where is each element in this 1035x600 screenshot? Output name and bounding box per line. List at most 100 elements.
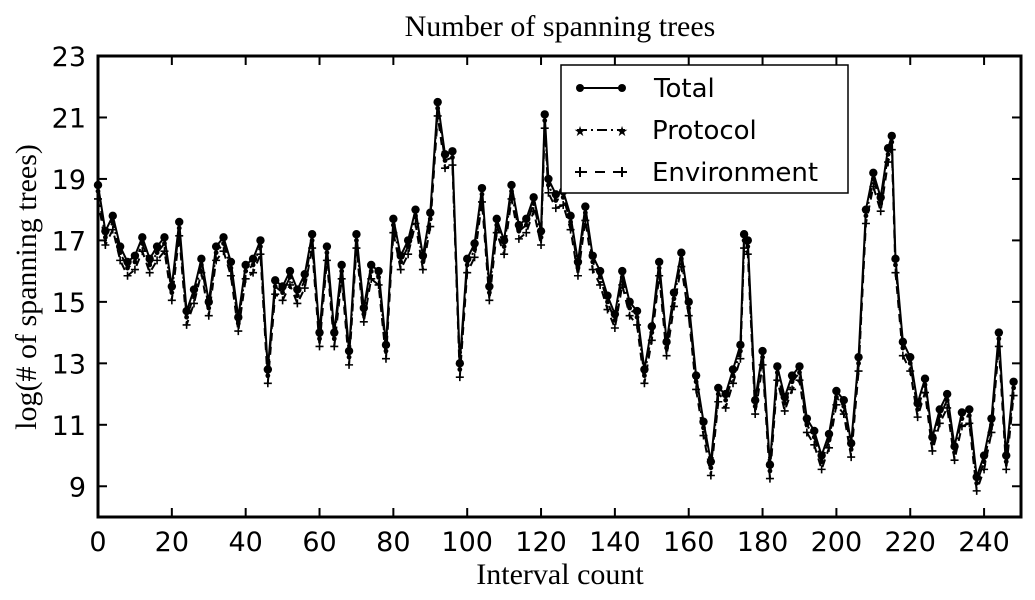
legend-box	[560, 64, 849, 194]
data-point-protocol	[723, 397, 729, 403]
data-point-total	[463, 254, 472, 264]
data-point-total	[138, 233, 147, 242]
data-point-protocol	[184, 314, 190, 320]
data-point-environment	[418, 265, 427, 274]
data-point-total	[529, 193, 538, 202]
data-point-total	[285, 266, 295, 276]
y-tick-label: 11	[52, 411, 86, 442]
x-tick-label: 240	[958, 527, 1010, 558]
data-point-protocol	[147, 262, 153, 268]
x-tick-label: 80	[376, 527, 410, 558]
data-point-total	[101, 226, 110, 236]
data-point-total	[315, 328, 324, 337]
data-point-protocol	[642, 373, 647, 379]
data-point-total	[595, 266, 605, 276]
x-tick-label: 40	[229, 527, 263, 558]
data-point-total	[647, 322, 656, 331]
data-point-total	[957, 408, 967, 417]
data-point-total	[795, 362, 804, 371]
data-point-total	[691, 371, 701, 380]
data-point-total	[979, 451, 989, 460]
data-point-environment	[345, 360, 354, 369]
data-point-total	[739, 230, 749, 239]
data-point-total	[344, 346, 354, 356]
data-point-total	[115, 242, 125, 251]
data-point-protocol	[405, 244, 411, 249]
data-point-total	[603, 291, 612, 300]
data-point-total	[987, 414, 996, 423]
data-point-environment	[293, 299, 302, 308]
legend-environment-marker	[575, 167, 627, 177]
data-point-protocol	[346, 354, 352, 360]
data-point-protocol	[472, 247, 477, 253]
data-point-environment	[928, 446, 937, 455]
data-point-protocol	[900, 345, 906, 351]
data-point-protocol	[154, 250, 160, 256]
data-point-total	[802, 414, 812, 423]
x-tick-label: 120	[515, 527, 567, 558]
data-point-environment	[573, 271, 582, 280]
data-point-total	[241, 260, 250, 270]
y-tick-label: 23	[52, 42, 86, 73]
data-point-total	[389, 214, 398, 224]
data-point-environment	[913, 413, 922, 422]
data-point-total	[654, 257, 664, 267]
x-tick-label: 160	[663, 527, 715, 558]
legend-environment-label: Environment	[652, 158, 818, 188]
y-tick-label: 19	[52, 165, 86, 196]
data-point-environment	[537, 241, 546, 250]
data-point-environment	[640, 379, 649, 388]
data-point-environment	[359, 317, 368, 326]
data-point-total	[699, 417, 708, 426]
data-point-total	[773, 362, 782, 371]
data-point-total	[920, 374, 930, 383]
data-point-protocol	[420, 259, 426, 265]
data-point-total	[293, 285, 302, 294]
data-point-total	[935, 405, 944, 414]
data-point-environment	[522, 228, 531, 237]
data-point-environment	[876, 207, 885, 216]
data-point-total	[883, 144, 893, 153]
data-point-total	[256, 236, 265, 245]
x-tick-label: 100	[441, 527, 493, 558]
data-point-total	[750, 396, 760, 405]
data-point-environment	[330, 342, 339, 351]
data-point-total	[492, 214, 501, 224]
data-point-total	[300, 270, 309, 279]
legend-protocol-marker: ★	[574, 125, 587, 140]
data-point-environment	[780, 406, 789, 415]
data-point-total	[485, 282, 494, 291]
y-tick-label: 21	[52, 103, 86, 134]
data-point-total	[994, 328, 1004, 337]
legend-entry-environment: Environment	[575, 158, 818, 188]
data-point-total	[758, 346, 767, 356]
series-environment	[94, 111, 1018, 495]
data-point-environment	[765, 474, 774, 483]
x-tick-label: 220	[884, 527, 936, 558]
legend-total-marker	[576, 84, 584, 92]
data-point-total	[684, 297, 693, 307]
series-total	[93, 97, 1018, 482]
data-point-total	[846, 439, 856, 448]
data-point-total	[928, 432, 937, 442]
data-point-total	[477, 183, 487, 193]
data-point-protocol	[383, 348, 389, 354]
data-point-total	[271, 276, 280, 285]
data-point-total	[248, 254, 258, 264]
data-point-total	[913, 399, 922, 408]
data-point-total	[669, 288, 679, 297]
data-point-protocol	[117, 250, 123, 256]
data-point-total	[965, 405, 974, 414]
data-point-total	[743, 236, 752, 245]
data-point-total	[522, 214, 531, 224]
data-point-total	[780, 392, 789, 402]
data-point-environment	[455, 373, 464, 382]
data-point-protocol	[235, 320, 241, 326]
data-point-total	[219, 233, 228, 242]
data-point-protocol	[546, 182, 551, 188]
plot-frame	[96, 54, 1023, 519]
data-point-total	[721, 389, 730, 399]
data-point-environment	[441, 164, 450, 173]
data-point-total	[307, 230, 317, 239]
